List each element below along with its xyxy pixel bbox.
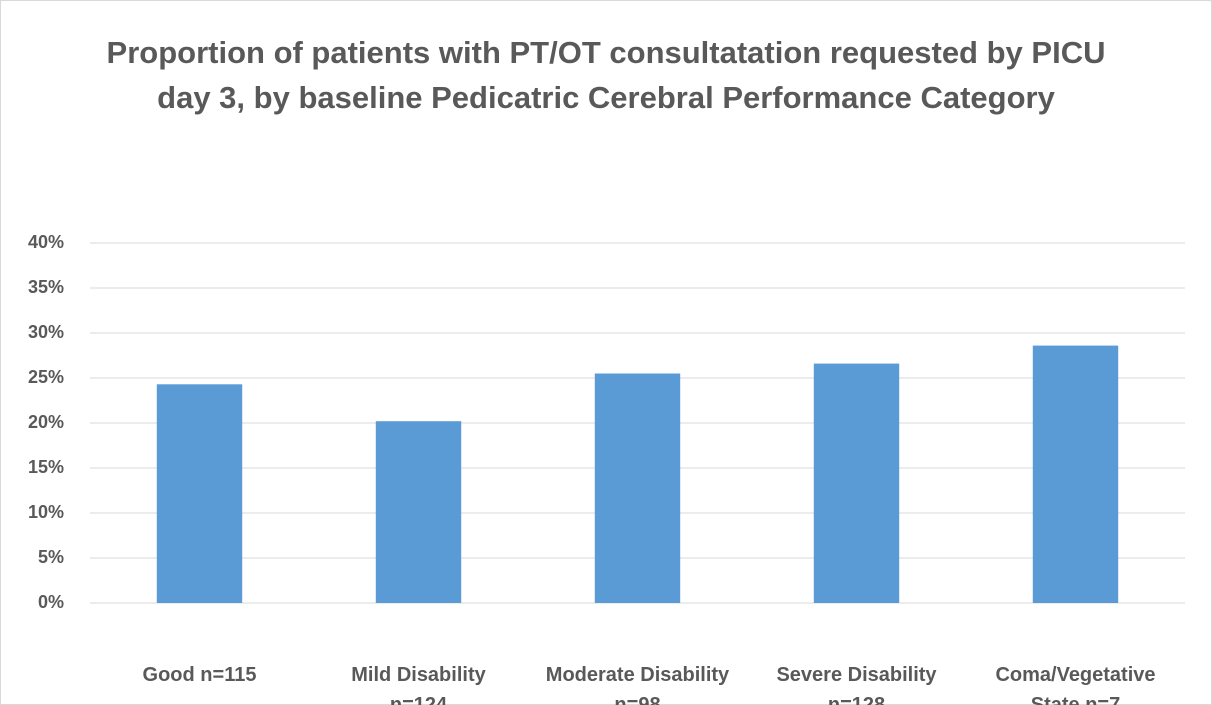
bar — [594, 373, 681, 603]
bar — [156, 384, 243, 603]
y-tick-label: 10% — [28, 502, 64, 522]
x-tick-label: Moderate Disability n=98 — [545, 664, 730, 705]
bar — [1032, 345, 1119, 603]
bar — [813, 363, 900, 603]
y-tick-label: 5% — [38, 547, 64, 567]
y-tick-label: 25% — [28, 367, 64, 387]
bar — [375, 421, 462, 603]
y-tick-label: 15% — [28, 457, 64, 477]
x-tick-label: Coma/Vegetative State n=7 — [995, 664, 1156, 705]
y-tick-label: 0% — [38, 592, 64, 612]
y-tick-label: 30% — [28, 322, 64, 342]
x-tick-label: Severe Disability n=128 — [776, 664, 937, 705]
x-tick-label: Mild Disability n=124 — [351, 664, 486, 705]
chart-title: Proportion of patients with PT/OT consul… — [106, 35, 1106, 115]
y-tick-label: 20% — [28, 412, 64, 432]
y-tick-label: 35% — [28, 277, 64, 297]
x-tick-label: Good n=115 — [142, 664, 257, 686]
y-tick-label: 40% — [28, 232, 64, 252]
